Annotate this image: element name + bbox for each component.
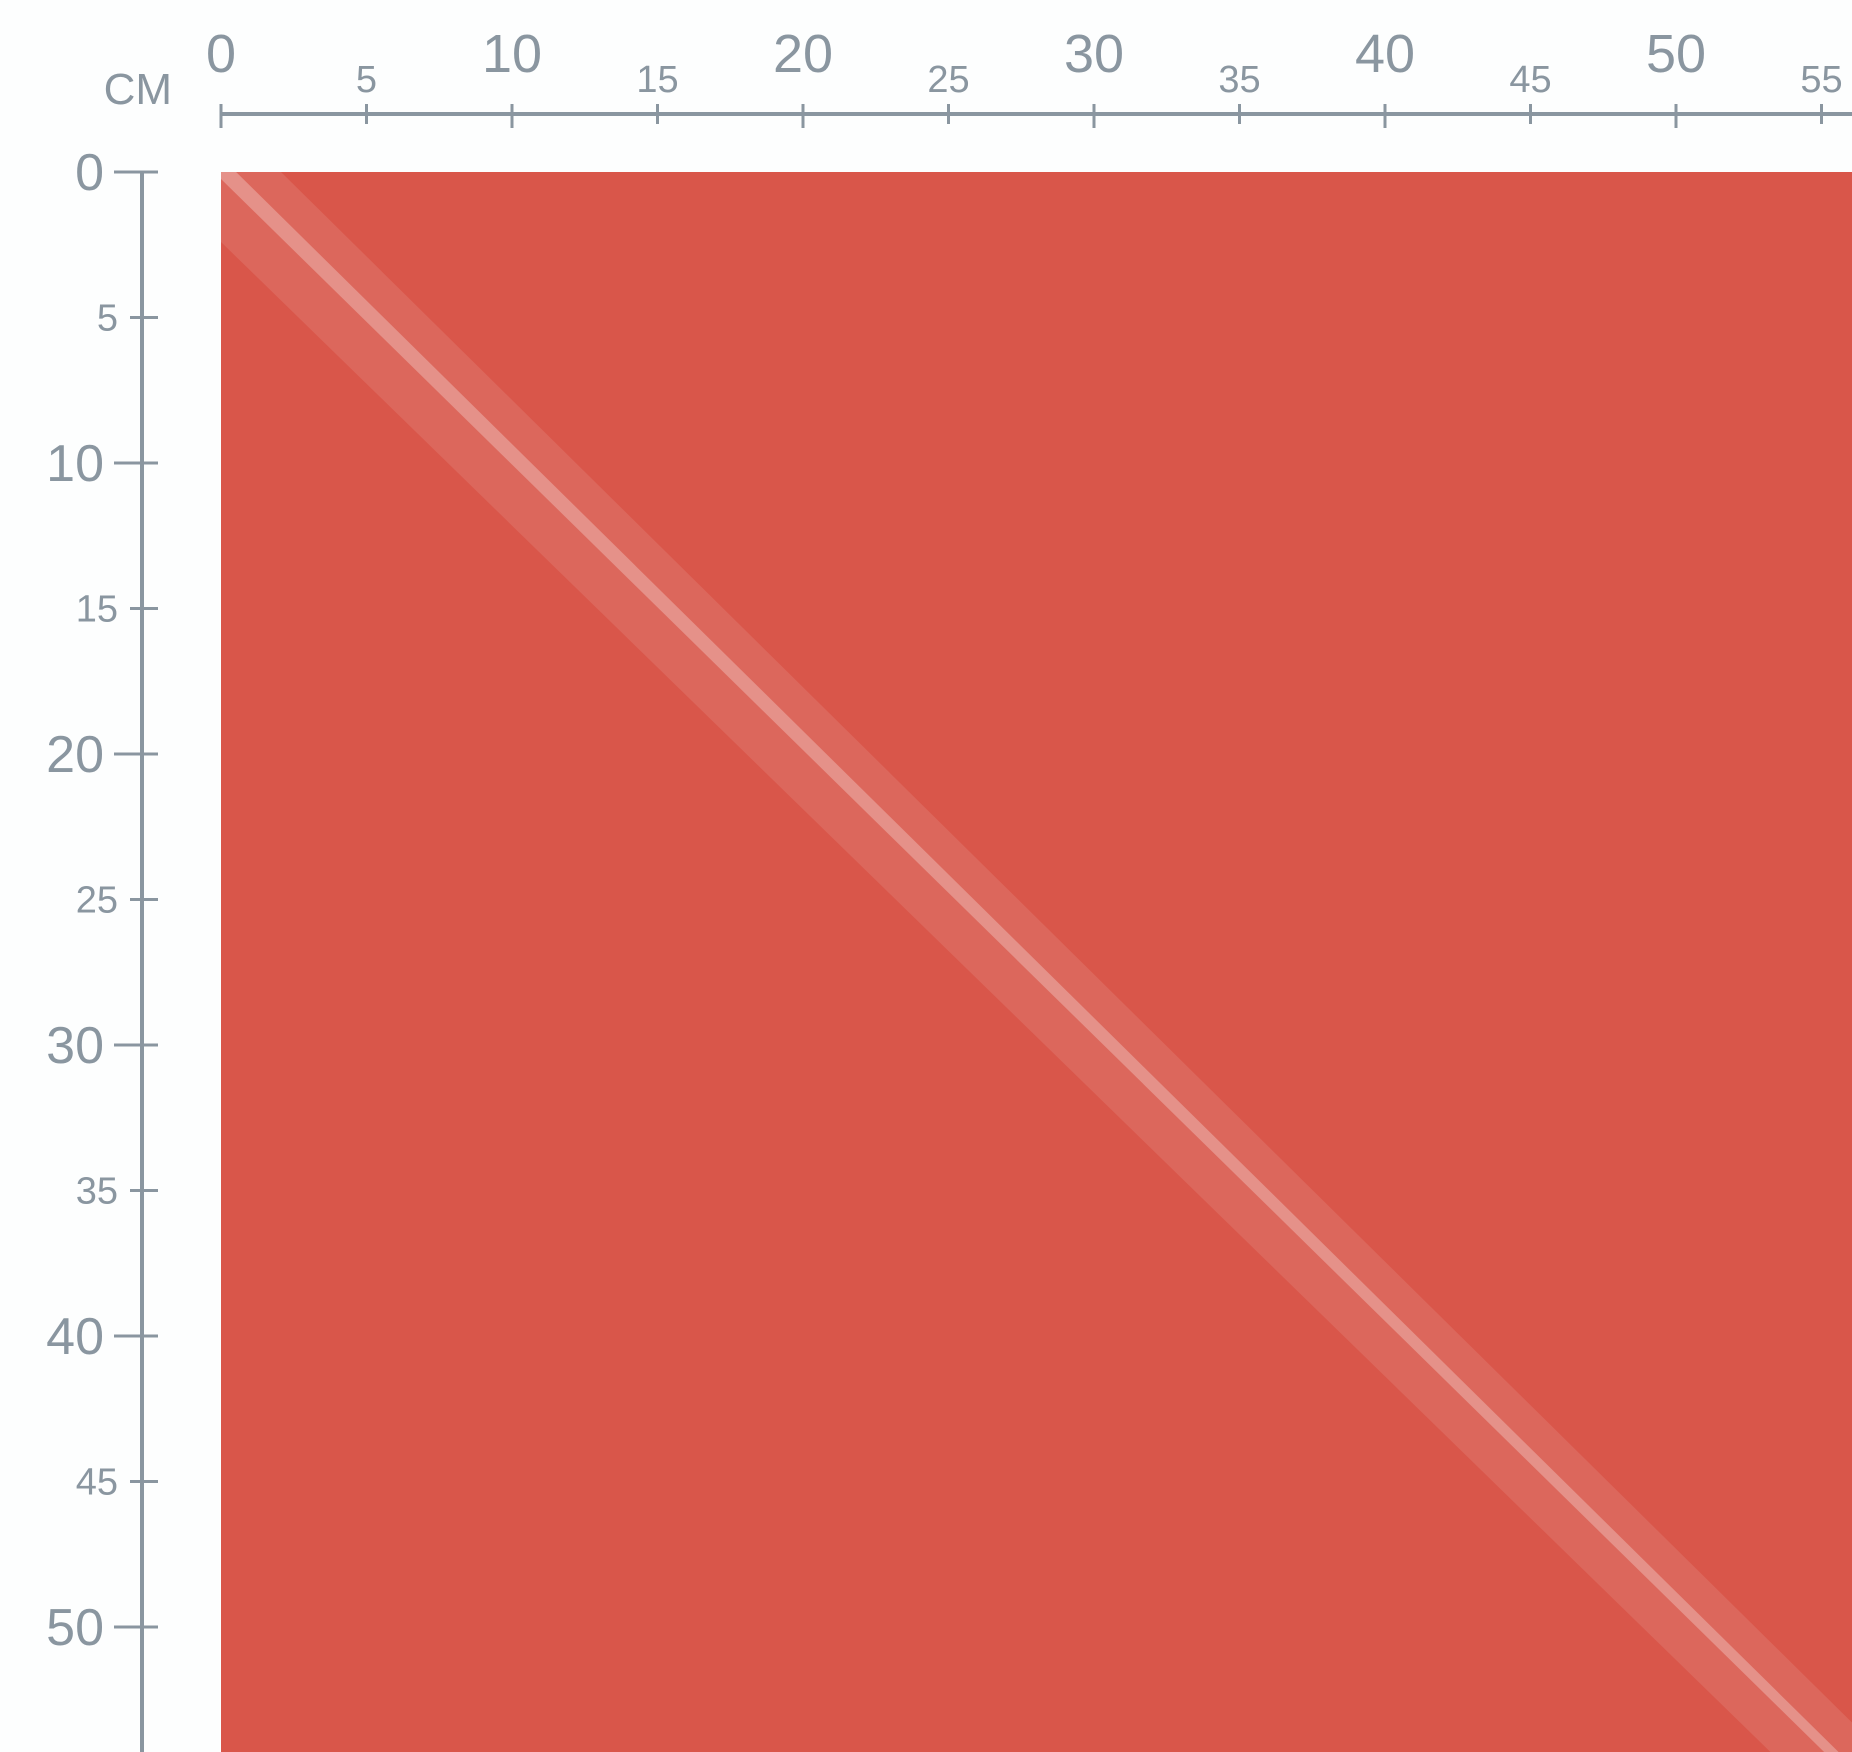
horizontal-tick-label-20: 20 — [773, 24, 833, 84]
horizontal-tick-label-15: 15 — [636, 59, 678, 101]
wave-stripes — [221, 172, 1852, 1752]
vertical-tick-label-50: 50 — [46, 1599, 104, 1657]
vertical-tick-label-45: 45 — [76, 1462, 118, 1504]
horizontal-ruler: CM 0 5 10 15 20 25 30 35 40 45 50 55 — [104, 24, 1852, 128]
horizontal-tick-label-40: 40 — [1355, 24, 1415, 84]
horizontal-tick-label-25: 25 — [927, 59, 969, 101]
vertical-tick-label-40: 40 — [46, 1308, 104, 1366]
horizontal-tick-label-30: 30 — [1064, 24, 1124, 84]
vertical-tick-label-15: 15 — [76, 589, 118, 631]
rainbow-wave-fabric — [221, 172, 1852, 1752]
horizontal-tick-label-10: 10 — [482, 24, 542, 84]
diagonal-sheen-wash — [221, 172, 1852, 1752]
horizontal-tick-label-45: 45 — [1509, 59, 1551, 101]
vertical-tick-label-0: 0 — [75, 144, 104, 202]
horizontal-ruler-ticks: 0 5 10 15 20 25 30 35 40 45 50 55 — [206, 24, 1852, 128]
vertical-tick-label-30: 30 — [46, 1017, 104, 1075]
horizontal-tick-label-35: 35 — [1218, 59, 1260, 101]
vertical-tick-label-25: 25 — [76, 880, 118, 922]
horizontal-tick-label-0: 0 — [206, 24, 236, 84]
horizontal-tick-label-55: 55 — [1800, 59, 1842, 101]
vertical-tick-label-5: 5 — [97, 298, 118, 340]
vertical-tick-label-20: 20 — [46, 726, 104, 784]
ruler-unit-label: CM — [104, 65, 172, 114]
vertical-tick-label-35: 35 — [76, 1171, 118, 1213]
vertical-ruler-ticks: 0 5 10 15 20 25 30 35 40 45 50 — [46, 144, 158, 1752]
horizontal-tick-label-50: 50 — [1646, 24, 1706, 84]
vertical-tick-label-10: 10 — [46, 435, 104, 493]
diagonal-sheen-highlight — [221, 172, 1839, 1752]
horizontal-tick-label-5: 5 — [356, 59, 377, 101]
vertical-ruler: 0 5 10 15 20 25 30 35 40 45 50 — [46, 144, 158, 1752]
wave-stripe — [221, 172, 1852, 1752]
